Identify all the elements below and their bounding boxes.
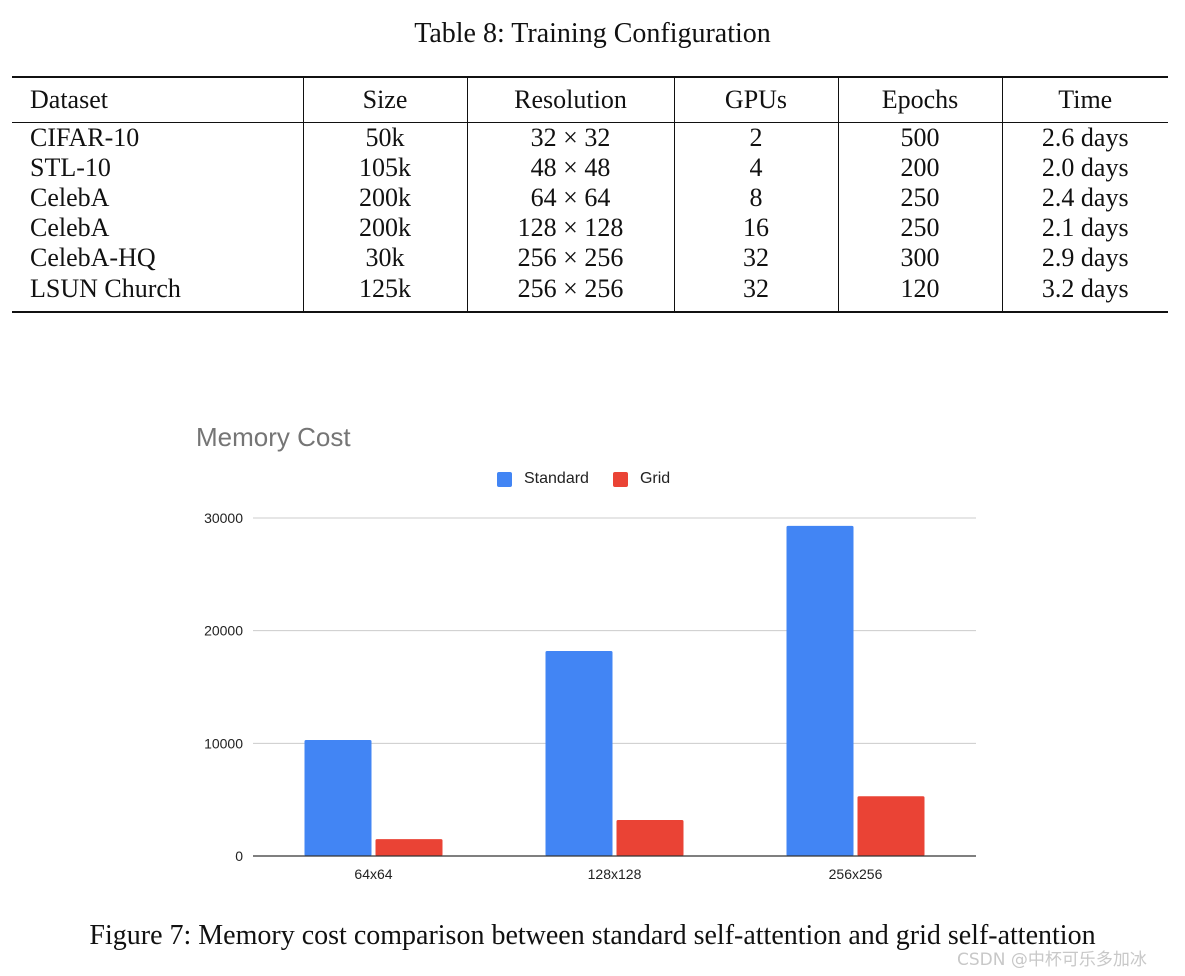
cell-resolution: 64 × 64: [467, 183, 675, 213]
bar-grid-64x64: [375, 839, 443, 856]
cell-time: 2.9 days: [1041, 243, 1129, 272]
table-row: CelebA-HQ 30k 256 × 256 32 300 2.9 days: [12, 243, 1168, 273]
cell-dataset: CIFAR-10: [12, 122, 304, 153]
legend-label-grid: Grid: [639, 470, 671, 487]
cell-gpus: 2: [674, 122, 839, 153]
header-gpus: GPUs: [674, 77, 839, 123]
legend-item-standard: Standard: [497, 470, 589, 488]
cell-resolution: 48 × 48: [467, 153, 675, 183]
cell-size: 125k: [303, 273, 468, 312]
x-tick-label: 256x256: [829, 866, 883, 882]
cell-size: 105k: [303, 153, 468, 183]
cell-size: 30k: [303, 243, 468, 273]
cell-gpus: 8: [674, 183, 839, 213]
cell-epochs: 120: [838, 273, 1003, 312]
cell-time: 3.2 days: [1041, 274, 1129, 303]
header-dataset: Dataset: [12, 77, 304, 123]
table-row: CelebA 200k 128 × 128 16 250 2.1 days: [12, 213, 1168, 243]
bar-standard-256x256: [786, 525, 854, 856]
cell-gpus: 16: [674, 213, 839, 243]
cell-size: 200k: [303, 183, 468, 213]
table-header-row: Dataset Size Resolution GPUs Epochs Time: [12, 77, 1168, 123]
cell-epochs: 500: [838, 122, 1003, 153]
cell-epochs: 250: [838, 213, 1003, 243]
table-row: CIFAR-10 50k 32 × 32 2 500 2.6 days: [12, 122, 1168, 153]
cell-time: 2.6 days: [1041, 123, 1129, 152]
figure-caption: Figure 7: Memory cost comparison between…: [89, 920, 1096, 951]
cell-gpus: 32: [674, 243, 839, 273]
table-row: CelebA 200k 64 × 64 8 250 2.4 days: [12, 183, 1168, 213]
table-caption: Table 8: Training Configuration: [414, 18, 771, 49]
cell-time: 2.0 days: [1041, 153, 1129, 182]
bar-grid-256x256: [857, 796, 925, 856]
legend-swatch-standard: [497, 471, 512, 487]
cell-time: 2.1 days: [1041, 213, 1129, 242]
cell-gpus: 32: [674, 273, 839, 312]
cell-dataset: CelebA-HQ: [12, 243, 304, 273]
y-tick-label: 30000: [204, 510, 243, 526]
header-epochs: Epochs: [838, 77, 1003, 123]
header-resolution: Resolution: [467, 77, 675, 123]
cell-size: 200k: [303, 213, 468, 243]
training-config-table: Dataset Size Resolution GPUs Epochs Time…: [12, 76, 1168, 313]
cell-epochs: 250: [838, 183, 1003, 213]
y-tick-label: 0: [235, 848, 243, 864]
cell-dataset: CelebA: [12, 183, 304, 213]
x-tick-label: 128x128: [588, 866, 642, 882]
chart-title: Memory Cost: [196, 422, 351, 452]
cell-time: 2.4 days: [1041, 183, 1129, 212]
cell-dataset: CelebA: [12, 213, 304, 243]
legend-swatch-grid: [612, 471, 628, 487]
watermark: CSDN @中杯可乐多加冰: [957, 945, 1177, 970]
bar-standard-128x128: [545, 650, 613, 856]
y-tick-label: 20000: [204, 623, 243, 639]
chart-legend: Standard Grid: [497, 470, 694, 488]
legend-label-standard: Standard: [524, 470, 589, 487]
x-tick-label: 64x64: [354, 866, 392, 882]
table-row: LSUN Church 125k 256 × 256 32 120 3.2 da…: [12, 273, 1168, 312]
cell-dataset: LSUN Church: [12, 273, 304, 312]
cell-resolution: 32 × 32: [467, 122, 675, 153]
cell-size: 50k: [303, 122, 468, 153]
table-row: STL-10 105k 48 × 48 4 200 2.0 days: [12, 153, 1168, 183]
bar-grid-128x128: [616, 819, 684, 856]
cell-epochs: 200: [838, 153, 1003, 183]
cell-epochs: 300: [838, 243, 1003, 273]
cell-resolution: 256 × 256: [467, 243, 675, 273]
header-time: Time: [1002, 77, 1168, 123]
cell-resolution: 256 × 256: [467, 273, 675, 312]
cell-gpus: 4: [674, 153, 839, 183]
cell-dataset: STL-10: [12, 153, 304, 183]
bar-standard-64x64: [304, 739, 372, 856]
y-tick-label: 10000: [204, 735, 243, 751]
header-size: Size: [303, 77, 468, 123]
cell-resolution: 128 × 128: [467, 213, 675, 243]
legend-item-grid: Grid: [612, 470, 671, 488]
